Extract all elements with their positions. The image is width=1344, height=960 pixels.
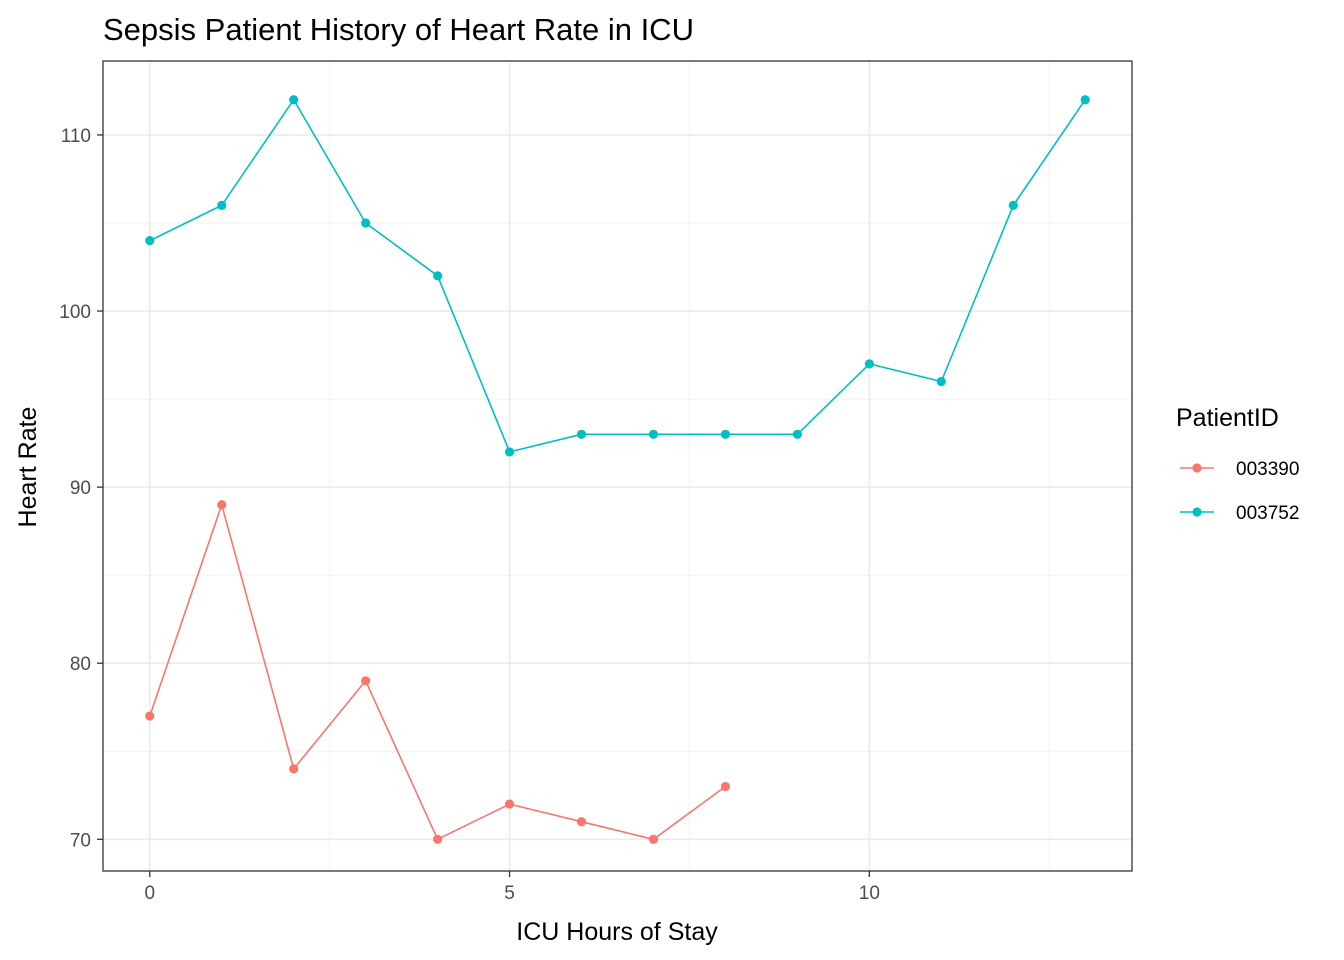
data-point-003390	[361, 676, 371, 686]
data-point-003390	[720, 781, 731, 792]
legend-item-003390: 003390	[1180, 459, 1299, 480]
x-axis: 0 5 10	[144, 871, 880, 904]
legend-title: PatientID	[1176, 404, 1279, 432]
data-point-003752	[433, 271, 443, 281]
series-003752	[145, 95, 1090, 457]
legend: PatientID 003390 003752	[1176, 404, 1299, 524]
data-point-003390	[145, 711, 155, 721]
data-point-003752	[936, 376, 946, 387]
data-point-003390	[576, 817, 587, 827]
y-tick-label: 80	[70, 654, 91, 675]
y-tick-label: 70	[70, 830, 91, 851]
legend-key-point	[1192, 507, 1202, 517]
data-point-003752	[648, 429, 659, 439]
data-point-003752	[864, 359, 874, 369]
data-point-003752	[1080, 95, 1090, 105]
x-tick-label: 5	[504, 883, 515, 904]
data-point-003752	[145, 236, 155, 246]
y-tick-label: 110	[61, 126, 91, 147]
data-point-003752	[1008, 200, 1018, 210]
data-point-003752	[792, 429, 802, 439]
plot-panel-border	[102, 60, 1133, 872]
major-gridlines	[103, 61, 1132, 871]
chart-title: Sepsis Patient History of Heart Rate in …	[103, 12, 694, 47]
y-tick-label: 100	[59, 302, 91, 323]
x-axis-title: ICU Hours of Stay	[516, 918, 718, 946]
data-point-003752	[720, 429, 731, 439]
series-layer	[145, 95, 1090, 844]
x-tick-label: 0	[144, 883, 155, 904]
data-point-003390	[289, 764, 299, 774]
data-point-003390	[433, 834, 443, 844]
y-axis: 70 80 90 100 110	[59, 126, 103, 851]
series-line-003752	[149, 98, 1086, 453]
data-point-003752	[217, 200, 227, 210]
data-point-003752	[576, 429, 587, 439]
minor-gridlines	[103, 61, 1132, 871]
legend-item-003752: 003752	[1180, 503, 1299, 524]
x-tick-label: 10	[859, 883, 880, 904]
data-point-003752	[504, 447, 515, 457]
data-point-003390	[648, 834, 659, 844]
data-point-003390	[504, 799, 515, 809]
y-axis-title: Heart Rate	[14, 407, 42, 528]
data-point-003390	[217, 500, 227, 510]
legend-label: 003390	[1236, 459, 1299, 480]
legend-label: 003752	[1236, 503, 1299, 524]
y-tick-label: 90	[70, 478, 91, 499]
legend-key-point	[1192, 463, 1202, 473]
series-003390	[145, 500, 731, 844]
data-point-003752	[289, 95, 299, 105]
data-point-003752	[361, 218, 371, 228]
